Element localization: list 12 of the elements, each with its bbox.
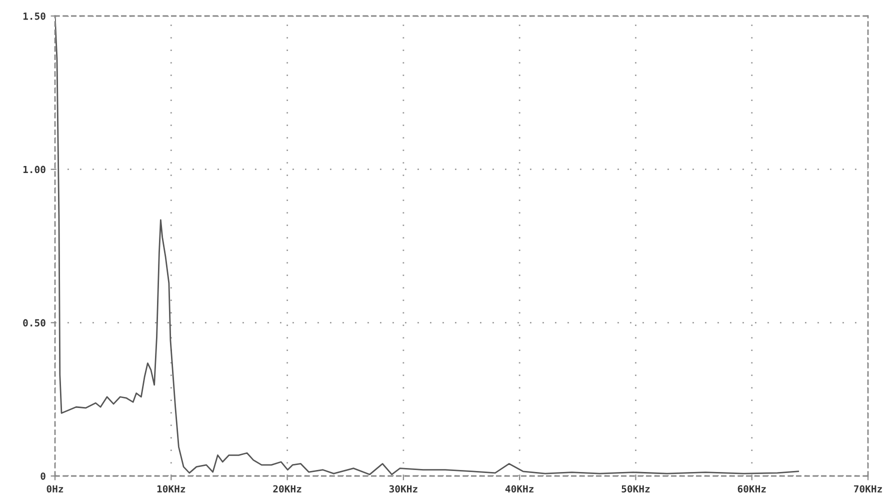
y-tick-label: 0.50 xyxy=(23,319,46,326)
x-tick-label: 70KHz xyxy=(854,485,882,493)
y-tick-label: 0 xyxy=(40,472,46,480)
x-tick-label: 10KHz xyxy=(157,485,186,493)
x-tick-label: 20KHz xyxy=(273,485,302,493)
x-tick-label: 40KHz xyxy=(505,485,534,493)
x-tick-label: 30KHz xyxy=(389,485,418,493)
y-tick-label: 1.00 xyxy=(23,166,46,174)
x-tick-label: 0Hz xyxy=(46,485,64,493)
x-tick-label: 50KHz xyxy=(622,485,650,493)
y-tick-label: 1.50 xyxy=(23,12,46,20)
x-tick-label: 60KHz xyxy=(738,485,766,493)
